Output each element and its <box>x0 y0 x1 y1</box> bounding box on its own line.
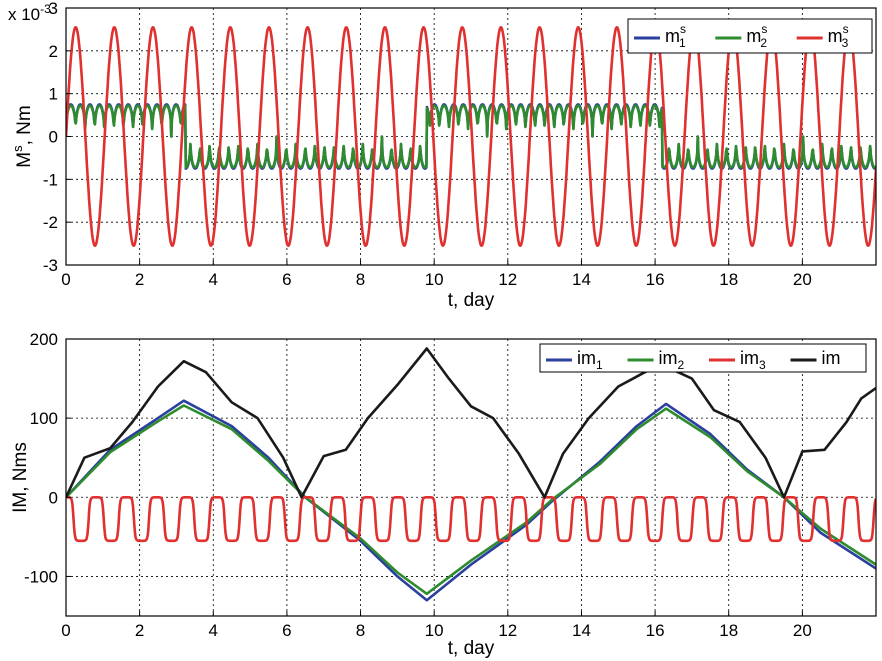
x-tick-label: 12 <box>498 270 517 289</box>
x-tick-label: 10 <box>425 270 444 289</box>
y-tick-label: -3 <box>43 256 58 275</box>
series-line-im1 <box>66 399 876 602</box>
y-tick-label: 3 <box>49 0 58 18</box>
x-tick-label: 2 <box>135 621 144 640</box>
y-axis-label: IM, Nms <box>10 442 31 513</box>
plot-frame <box>65 338 877 617</box>
y-tick-label: -1 <box>43 170 58 189</box>
x-tick-label: 4 <box>209 621 218 640</box>
x-tick-label: 2 <box>135 270 144 289</box>
x-tick-label: 14 <box>572 270 591 289</box>
legend-entry: ms 3 <box>828 22 849 50</box>
y-tick-label: 1 <box>49 85 58 104</box>
legend-entry: im3 <box>740 348 766 372</box>
legend: im1 im2 im3 im <box>539 343 867 373</box>
x-tick-label: 0 <box>61 270 70 289</box>
x-tick-label: 14 <box>572 621 591 640</box>
series-group <box>66 26 876 247</box>
legend-box <box>627 18 873 54</box>
y-tick-label: -2 <box>43 213 58 232</box>
series-line-im <box>66 347 876 499</box>
y-tick-label: 0 <box>49 488 58 507</box>
legend-entry: ms 2 <box>746 22 767 50</box>
y-multiplier: x 10-3 <box>8 2 51 24</box>
legend-entry: ms 1 <box>665 22 686 50</box>
bottom-panel: 0 2 4 6 8 10 12 14 16 18 20 -100 0 100 200 t, day IM, Nm… <box>10 330 877 659</box>
x-tick-label: 12 <box>498 621 517 640</box>
x-tick-label: 10 <box>425 621 444 640</box>
x-tick-label: 6 <box>282 270 291 289</box>
y-tick-label: 2 <box>49 42 58 61</box>
legend-entry: im <box>822 348 841 368</box>
x-tick-label: 20 <box>793 621 812 640</box>
x-tick-label: 4 <box>209 270 218 289</box>
series-line-im2 <box>66 404 876 596</box>
x-axis-label: t, day <box>448 638 495 659</box>
x-tick-label: 18 <box>719 270 738 289</box>
x-tick-label: 18 <box>719 621 738 640</box>
x-tick-label: 20 <box>793 270 812 289</box>
legend-box <box>539 343 867 373</box>
y-tick-label: -100 <box>24 567 58 586</box>
legend-entry: im2 <box>659 348 685 372</box>
y-axis-label: Ms, Nm <box>10 105 35 167</box>
series-line-im3 <box>66 496 876 543</box>
y-tick-label: 100 <box>30 409 58 428</box>
x-tick-label: 16 <box>646 270 665 289</box>
x-tick-label: 8 <box>356 621 365 640</box>
y-tick-label: 0 <box>49 128 58 147</box>
x-tick-label: 0 <box>61 621 70 640</box>
x-tick-label: 6 <box>282 621 291 640</box>
x-axis-label: t, day <box>448 290 495 311</box>
legend-entry: im1 <box>577 348 603 372</box>
series-line-m3 <box>66 26 876 247</box>
series-group <box>66 347 876 602</box>
y-tick-label: 200 <box>30 330 58 349</box>
x-tick-label: 16 <box>646 621 665 640</box>
legend: ms 1 ms 2 ms 3 <box>627 18 873 54</box>
x-tick-label: 8 <box>356 270 365 289</box>
